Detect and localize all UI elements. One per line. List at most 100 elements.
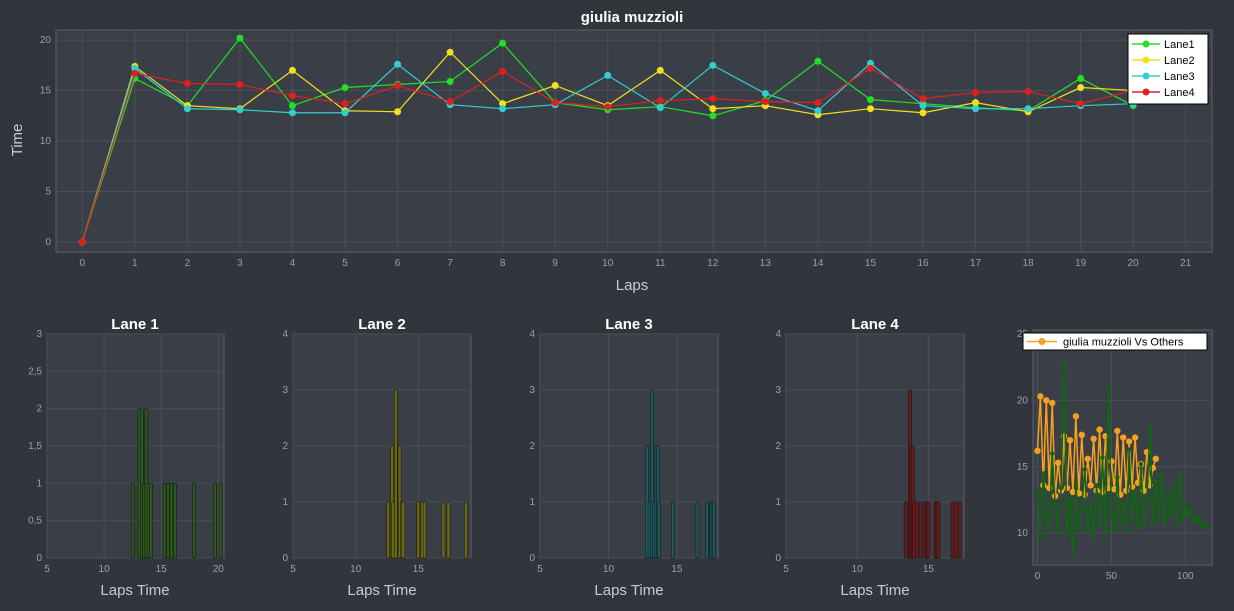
data-point [1072, 413, 1080, 420]
data-point [341, 100, 349, 108]
histogram-bar [162, 483, 167, 559]
data-point [446, 48, 454, 56]
data-point [1165, 493, 1170, 499]
y-tick-label: 10 [1017, 528, 1029, 539]
y-tick-label: 1 [282, 497, 288, 508]
data-point [499, 39, 507, 47]
data-point [288, 92, 296, 100]
data-point [446, 98, 454, 106]
histogram-bar [957, 501, 962, 559]
histogram-bar [915, 501, 919, 559]
data-point [1177, 471, 1182, 476]
data-point [1147, 423, 1153, 428]
data-point [1024, 105, 1032, 113]
data-point [1037, 393, 1044, 400]
y-tick-label: 3 [775, 385, 781, 396]
legend-label: Lane2 [1164, 55, 1195, 67]
data-point [1129, 517, 1135, 523]
histogram-bar [192, 483, 197, 559]
data-point [1108, 458, 1115, 465]
data-point [1049, 399, 1056, 407]
data-point [288, 66, 296, 74]
y-tick-label: 3 [36, 329, 42, 340]
data-point [341, 109, 349, 117]
legend-label: giulia muzzioli Vs Others [1063, 337, 1184, 349]
data-point [551, 99, 559, 107]
data-point [1064, 532, 1070, 537]
legend-label: Lane1 [1164, 39, 1195, 51]
x-tick-label: 11 [655, 258, 666, 269]
data-point [1076, 525, 1082, 531]
data-point [1141, 522, 1147, 528]
data-point [1203, 524, 1209, 529]
x-tick-label: 0 [1035, 571, 1041, 582]
x-tick-label: 21 [1180, 258, 1192, 269]
y-tick-label: 10 [40, 136, 52, 147]
data-point [1189, 508, 1194, 513]
chart-title: Lane 2 [358, 316, 406, 333]
y-tick-label: 0,5 [28, 516, 42, 527]
x-tick-label: 10 [852, 564, 864, 575]
y-tick-label: 0 [45, 237, 51, 248]
data-point [236, 106, 244, 114]
x-tick-label: 15 [413, 564, 425, 575]
data-point [288, 102, 296, 110]
histogram-bar [712, 501, 716, 559]
data-point [866, 64, 874, 72]
data-point [131, 69, 139, 77]
histogram-bar [149, 483, 153, 559]
data-point [183, 79, 191, 87]
data-point [1041, 471, 1046, 476]
data-point [1120, 434, 1127, 441]
x-tick-label: 5 [783, 564, 789, 575]
x-tick-label: 20 [213, 564, 225, 575]
x-tick-label: 5 [537, 564, 543, 575]
data-point [1106, 386, 1111, 391]
data-point [1050, 451, 1055, 456]
chart-title: Lane 4 [851, 316, 899, 333]
data-point [288, 109, 296, 117]
x-tick-label: 1 [132, 258, 138, 269]
chart-title: Lane 3 [605, 316, 653, 333]
x-tick-label: 4 [290, 258, 296, 269]
x-tick-label: 15 [671, 564, 683, 575]
data-point [761, 98, 769, 106]
histogram-bar [130, 483, 135, 559]
histogram-bar [912, 501, 916, 559]
y-tick-label: 1 [36, 478, 42, 489]
data-point [656, 66, 664, 74]
y-tick-label: 15 [1017, 462, 1029, 473]
histogram-bar [166, 483, 170, 559]
x-tick-label: 2 [185, 258, 191, 269]
data-point [1077, 84, 1085, 92]
x-tick-label: 3 [237, 258, 243, 269]
x-tick-label: 50 [1106, 571, 1118, 582]
x-tick-label: 20 [1128, 258, 1140, 269]
legend-label: Lane4 [1164, 87, 1195, 99]
data-point [499, 67, 507, 75]
data-point [1186, 512, 1191, 517]
histogram-bar [218, 483, 223, 559]
x-tick-label: 0 [79, 258, 85, 269]
histogram-bar [919, 501, 924, 559]
data-point [1038, 533, 1043, 538]
histogram-bar [903, 501, 908, 559]
y-tick-label: 4 [529, 329, 535, 340]
y-tick-label: 1 [529, 497, 535, 508]
data-point [919, 95, 927, 103]
data-point [972, 99, 980, 107]
data-point [1156, 515, 1161, 520]
y-tick-label: 4 [775, 329, 781, 340]
data-point [1024, 88, 1032, 96]
x-tick-label: 14 [812, 258, 824, 269]
histogram-bar [936, 501, 941, 559]
data-point [236, 80, 244, 88]
histogram-bar [657, 501, 661, 559]
data-point [1085, 528, 1090, 533]
data-point [1094, 483, 1099, 488]
x-tick-label: 15 [865, 258, 877, 269]
x-tick-label: 7 [447, 258, 453, 269]
data-point [1034, 447, 1041, 455]
data-point [1135, 525, 1141, 531]
data-point [1044, 515, 1049, 520]
